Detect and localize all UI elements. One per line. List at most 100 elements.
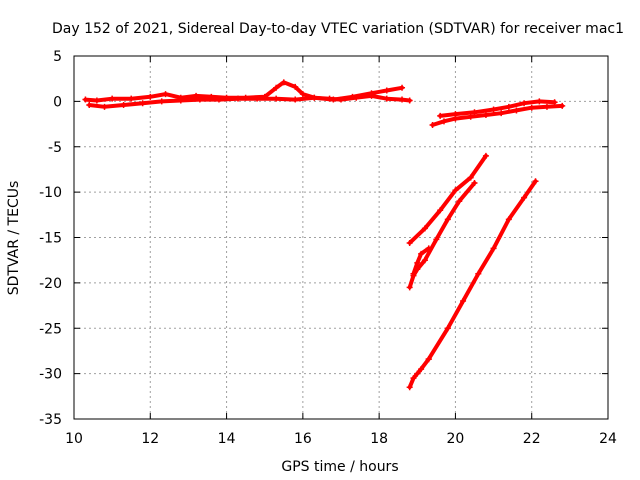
data-point-marker bbox=[177, 97, 184, 104]
chart-title: Day 152 of 2021, Sidereal Day-to-day VTE… bbox=[52, 21, 624, 37]
data-point-marker bbox=[406, 97, 413, 104]
data-point-marker bbox=[93, 97, 100, 104]
data-point-marker bbox=[532, 178, 539, 185]
data-point-marker bbox=[139, 100, 146, 107]
data-point-marker bbox=[425, 356, 432, 363]
data-point-marker bbox=[406, 284, 413, 291]
data-series bbox=[406, 152, 489, 246]
data-point-marker bbox=[86, 102, 93, 109]
data-point-marker bbox=[280, 79, 287, 86]
data-point-marker bbox=[235, 95, 242, 102]
data-point-marker bbox=[410, 375, 417, 382]
data-point-marker bbox=[551, 99, 558, 106]
data-point-marker bbox=[456, 198, 463, 205]
y-tick-label: -35 bbox=[39, 412, 62, 428]
data-point-marker bbox=[254, 95, 261, 102]
y-tick-label: 5 bbox=[53, 49, 62, 65]
data-point-marker bbox=[414, 370, 421, 377]
y-tick-label: -15 bbox=[39, 231, 62, 247]
y-tick-label: 0 bbox=[53, 94, 62, 110]
data-point-marker bbox=[482, 152, 489, 159]
data-point-marker bbox=[444, 216, 451, 223]
x-tick-label: 10 bbox=[65, 431, 83, 447]
data-series bbox=[86, 84, 406, 110]
data-point-marker bbox=[505, 103, 512, 110]
y-tick-label: -20 bbox=[39, 276, 62, 292]
data-point-marker bbox=[418, 366, 425, 373]
data-point-marker bbox=[559, 102, 566, 109]
data-point-marker bbox=[82, 96, 89, 103]
data-point-marker bbox=[399, 84, 406, 91]
x-tick-label: 18 bbox=[370, 431, 388, 447]
data-point-marker bbox=[440, 118, 447, 125]
data-point-marker bbox=[196, 96, 203, 103]
series-line bbox=[411, 246, 431, 276]
data-point-marker bbox=[109, 95, 116, 102]
data-point-marker bbox=[471, 180, 478, 187]
data-point-marker bbox=[410, 270, 417, 277]
data-series bbox=[429, 102, 566, 128]
data-point-marker bbox=[444, 325, 451, 332]
data-point-marker bbox=[406, 239, 413, 246]
x-axis-label: GPS time / hours bbox=[281, 459, 398, 475]
data-point-marker bbox=[414, 259, 421, 266]
data-point-marker bbox=[521, 194, 528, 201]
data-point-marker bbox=[429, 121, 436, 128]
axis-ticks: 10 12 14 16 18 20 22 24 5 0 -5 -10 -15 -20 -25 -30 -35 bbox=[39, 49, 617, 447]
data-point-marker bbox=[482, 111, 489, 118]
data-point-marker bbox=[467, 174, 474, 181]
y-tick-label: -10 bbox=[39, 185, 62, 201]
data-point-marker bbox=[101, 103, 108, 110]
data-point-marker bbox=[418, 250, 425, 257]
data-series bbox=[410, 245, 432, 277]
x-tick-label: 24 bbox=[599, 431, 617, 447]
series-line bbox=[87, 85, 404, 109]
series-line bbox=[426, 179, 538, 362]
data-point-marker bbox=[452, 187, 459, 194]
data-point-marker bbox=[543, 103, 550, 110]
data-point-marker bbox=[399, 96, 406, 103]
data-point-marker bbox=[215, 96, 222, 103]
data-point-marker bbox=[452, 111, 459, 118]
data-point-marker bbox=[368, 90, 375, 97]
data-point-marker bbox=[162, 91, 169, 98]
data-point-marker bbox=[147, 93, 154, 100]
data-point-marker bbox=[406, 384, 413, 391]
data-point-marker bbox=[521, 100, 528, 107]
x-tick-label: 14 bbox=[218, 431, 236, 447]
data-point-marker bbox=[498, 110, 505, 117]
data-point-marker bbox=[528, 104, 535, 111]
data-point-marker bbox=[273, 95, 280, 102]
data-point-marker bbox=[425, 245, 432, 252]
x-tick-label: 20 bbox=[447, 431, 465, 447]
data-point-marker bbox=[437, 112, 444, 119]
grid bbox=[74, 56, 608, 419]
data-point-marker bbox=[421, 225, 428, 232]
data-point-marker bbox=[421, 257, 428, 264]
data-point-marker bbox=[505, 216, 512, 223]
data-point-marker bbox=[460, 298, 467, 305]
data-series bbox=[425, 178, 539, 363]
data-point-marker bbox=[475, 270, 482, 277]
y-axis-label: SDTVAR / TECUs bbox=[6, 181, 22, 296]
x-tick-label: 12 bbox=[141, 431, 159, 447]
data-point-marker bbox=[490, 245, 497, 252]
data-point-marker bbox=[513, 107, 520, 114]
x-tick-label: 16 bbox=[294, 431, 312, 447]
data-point-marker bbox=[120, 102, 127, 109]
data-point-marker bbox=[433, 236, 440, 243]
y-tick-label: -30 bbox=[39, 367, 62, 383]
data-point-marker bbox=[349, 93, 356, 100]
data-point-marker bbox=[311, 94, 318, 101]
series-line bbox=[430, 103, 565, 127]
data-point-marker bbox=[467, 113, 474, 120]
data-point-marker bbox=[292, 96, 299, 103]
data-point-marker bbox=[158, 98, 165, 105]
data-point-marker bbox=[471, 109, 478, 116]
data-point-marker bbox=[437, 207, 444, 214]
data-point-marker bbox=[490, 106, 497, 113]
data-layer bbox=[82, 79, 566, 391]
data-point-marker bbox=[383, 87, 390, 94]
